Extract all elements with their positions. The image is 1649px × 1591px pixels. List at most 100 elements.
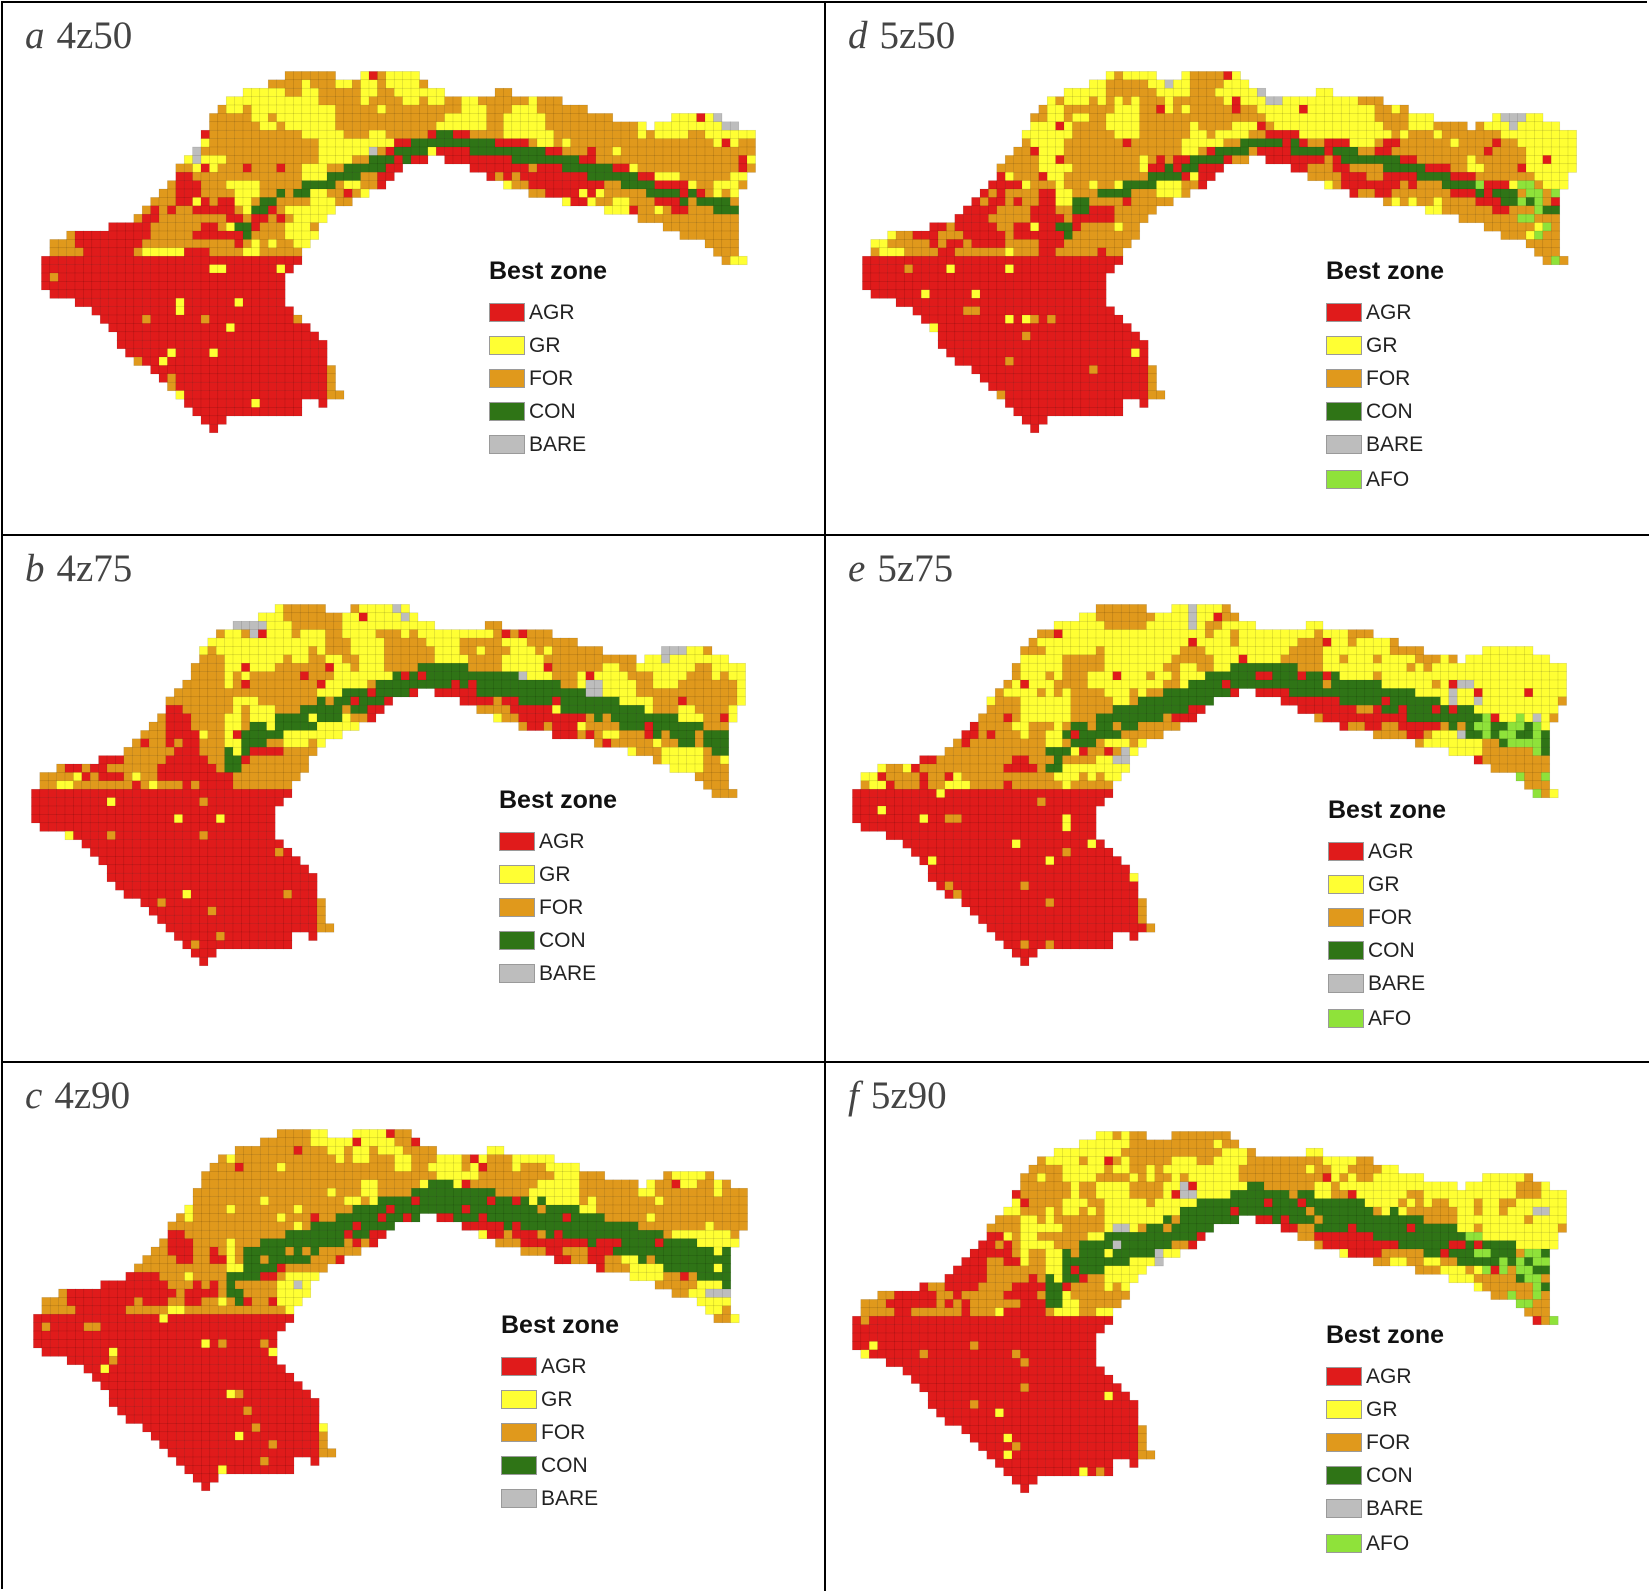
map-cell-gr	[477, 113, 488, 123]
map-cell-agr	[158, 348, 168, 358]
map-cell-gr	[1408, 121, 1418, 131]
map-cell-agr	[47, 797, 58, 807]
map-cell-for	[234, 129, 244, 140]
map-cell-for	[400, 654, 410, 664]
map-cell-gr	[1078, 620, 1089, 631]
map-cell-for	[419, 96, 429, 106]
map-cell-gr	[619, 696, 629, 706]
map-cell-agr	[1114, 381, 1124, 392]
map-cell-for	[486, 96, 496, 106]
map-cell-gr	[1162, 612, 1173, 622]
map-cell-agr	[173, 746, 184, 757]
map-cell-for	[1070, 688, 1080, 698]
map-cell-for	[267, 180, 278, 190]
map-cell-gr	[1542, 171, 1552, 182]
map-cell-con	[1408, 163, 1418, 173]
map-cell-gr	[1332, 129, 1342, 140]
map-cell-con	[511, 155, 521, 165]
map-cell-agr	[979, 272, 989, 282]
map-cell-for	[669, 688, 679, 698]
map-cell-agr	[551, 730, 562, 740]
map-cell-agr	[217, 297, 227, 308]
map-cell-gr	[561, 197, 572, 207]
map-cell-agr	[308, 889, 318, 899]
map-cell-afo	[1525, 213, 1535, 224]
map-cell-for	[1164, 155, 1174, 165]
map-cell-gr	[1540, 662, 1551, 673]
map-cell-for	[1147, 129, 1157, 140]
map-cell-gr	[694, 654, 704, 664]
map-cell-agr	[249, 797, 259, 807]
map-cell-con	[276, 188, 286, 198]
map-cell-agr	[157, 856, 167, 866]
map-cell-agr	[1466, 188, 1477, 198]
map-cell-gr	[283, 646, 293, 656]
map-cell-con	[493, 679, 503, 689]
map-cell-agr	[217, 205, 227, 215]
map-cell-gr	[635, 662, 646, 673]
map-cell-con	[729, 205, 740, 215]
map-cell-agr	[1072, 356, 1082, 366]
map-cell-gr	[309, 163, 320, 173]
map-cell-for	[654, 213, 664, 224]
map-cell-gr	[1540, 671, 1551, 681]
map-cell-agr	[920, 314, 931, 324]
map-cell-con	[519, 155, 530, 165]
map-cell-gr	[1038, 121, 1048, 131]
map-cell-agr	[115, 755, 125, 765]
map-cell-for	[1072, 188, 1082, 198]
map-cell-for	[1414, 646, 1425, 656]
map-cell-for	[553, 121, 563, 131]
map-cell-con	[1198, 155, 1208, 165]
map-cell-for	[511, 96, 521, 106]
map-cell-agr	[192, 323, 202, 333]
map-cell-for	[694, 688, 704, 698]
map-cell-agr	[451, 688, 461, 698]
map-cell-agr	[996, 356, 1006, 366]
map-cell-agr	[996, 339, 1006, 350]
map-cell-gr	[358, 629, 368, 639]
map-cell-con	[1356, 679, 1366, 689]
map-cell-for	[536, 104, 546, 114]
map-cell-for	[267, 163, 278, 173]
map-cell-for	[1399, 146, 1409, 156]
map-cell-agr	[1038, 205, 1048, 215]
map-cell-for	[283, 780, 293, 790]
map-cell-for	[1112, 612, 1122, 622]
map-cell-con	[1080, 205, 1090, 215]
map-cell-gr	[1120, 654, 1131, 664]
map-cell-for	[1156, 129, 1166, 140]
map-cell-for	[39, 772, 49, 782]
map-cell-agr	[49, 264, 59, 274]
map-cell-agr	[249, 898, 259, 908]
map-cell-agr	[1013, 306, 1023, 316]
map-cell-for	[1314, 637, 1324, 647]
map-cell-agr	[115, 856, 125, 866]
map-cell-for	[1021, 188, 1031, 198]
map-cell-gr	[284, 96, 294, 106]
map-cell-con	[543, 688, 553, 698]
map-cell-agr	[257, 746, 268, 757]
map-cell-for	[409, 646, 419, 656]
map-cell-for	[293, 71, 303, 81]
map-cell-agr	[637, 171, 647, 182]
map-cell-agr	[215, 914, 226, 925]
map-cell-agr	[199, 780, 209, 790]
map-cell-gr	[1372, 662, 1383, 673]
map-cell-gr	[661, 755, 671, 765]
map-cell-for	[721, 155, 731, 165]
legend-label: CON	[1366, 399, 1413, 423]
map-cell-gr	[1280, 646, 1290, 656]
map-cell-for	[1265, 121, 1275, 131]
map-cell-agr	[190, 746, 200, 757]
map-cell-agr	[209, 390, 219, 400]
map-cell-gr	[1137, 654, 1147, 664]
map-cell-gr	[1498, 662, 1509, 673]
map-cell-agr	[1038, 247, 1048, 257]
map-cell-for	[1038, 180, 1048, 190]
map-cell-agr	[1030, 289, 1040, 299]
map-cell-gr	[266, 629, 276, 639]
map-cell-gr	[1256, 96, 1267, 106]
map-cell-agr	[183, 331, 194, 341]
map-cell-bare	[368, 146, 378, 156]
